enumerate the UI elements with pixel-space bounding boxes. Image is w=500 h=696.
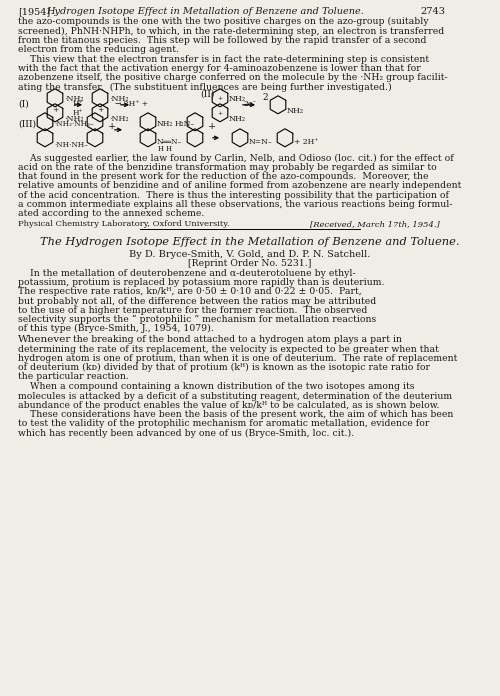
Text: This view that the electron transfer is in fact the rate-determining step is con: This view that the electron transfer is … — [18, 55, 429, 64]
Text: determining the rate of its replacement, the velocity is expected to be greater : determining the rate of its replacement,… — [18, 345, 439, 354]
Text: ·NH₂: ·NH₂ — [109, 115, 128, 122]
Text: electron from the reducing agent.: electron from the reducing agent. — [18, 45, 179, 54]
Text: As suggested earlier, the law found by Carlin, Nelb, and Odioso (loc. cit.) for : As suggested earlier, the law found by C… — [18, 154, 454, 163]
Text: screened), PhNH·NHPh, to which, in the rate-determining step, an electron is tra: screened), PhNH·NHPh, to which, in the r… — [18, 26, 444, 35]
Text: [Reprint Order No. 5231.]: [Reprint Order No. 5231.] — [188, 259, 312, 268]
Text: +: + — [52, 106, 59, 114]
Text: +: + — [217, 111, 222, 116]
Text: of this type (Bryce-Smith, J., 1954, 1079).: of this type (Bryce-Smith, J., 1954, 107… — [18, 324, 214, 333]
Text: to test the validity of the protophilic mechanism for aromatic metallation, evid: to test the validity of the protophilic … — [18, 419, 430, 428]
Text: + 2H⁺: + 2H⁺ — [294, 138, 318, 145]
Text: a common intermediate explains all these observations, the various reactions bei: a common intermediate explains all these… — [18, 200, 452, 209]
Text: +: + — [97, 106, 103, 114]
Text: In the metallation of deuterobenzene and α-deuterotoluene by ethyl-: In the metallation of deuterobenzene and… — [18, 269, 355, 278]
Text: By D. Bryce-Smith, V. Gold, and D. P. N. Satchell.: By D. Bryce-Smith, V. Gold, and D. P. N.… — [130, 250, 370, 259]
Text: 2e⁻: 2e⁻ — [243, 100, 256, 108]
Text: +: + — [217, 96, 222, 101]
Text: selectivity supports the “ protophilic ” mechanism for metallation reactions: selectivity supports the “ protophilic ”… — [18, 315, 376, 324]
Text: molecules is attacked by a deficit of a substituting reagent, determination of t: molecules is attacked by a deficit of a … — [18, 392, 452, 401]
Text: but probably not all, of the difference between the ratios may be attributed: but probably not all, of the difference … — [18, 296, 376, 306]
Text: the breaking of the bond attached to a hydrogen atom plays a part in: the breaking of the bond attached to a h… — [70, 335, 402, 345]
Text: H₂N–: H₂N– — [175, 120, 195, 128]
Text: hydrogen atom is one of protium, than when it is one of deuterium.  The rate of : hydrogen atom is one of protium, than wh… — [18, 354, 458, 363]
Text: relative amounts of benzidine and of aniline formed from azobenzene are nearly i: relative amounts of benzidine and of ani… — [18, 182, 462, 191]
Text: (II): (II) — [200, 90, 214, 99]
Text: The Hydrogen Isotope Effect in the Metallation of Benzene and Toluene.: The Hydrogen Isotope Effect in the Metal… — [40, 237, 460, 247]
Text: NH₂: NH₂ — [229, 115, 246, 122]
Text: potassium, protium is replaced by potassium more rapidly than is deuterium.: potassium, protium is replaced by potass… — [18, 278, 384, 287]
Text: with the fact that the activation energy for 4-aminoazobenzene is lower than tha: with the fact that the activation energy… — [18, 64, 421, 73]
Text: (I): (I) — [18, 100, 29, 109]
Text: These considerations have been the basis of the present work, the aim of which h: These considerations have been the basis… — [18, 410, 454, 419]
Text: of the acid concentration.  There is thus the interesting possibility that the p: of the acid concentration. There is thus… — [18, 191, 449, 200]
Text: [Received, March 17th, 1954.]: [Received, March 17th, 1954.] — [310, 220, 440, 228]
Text: H⁺: H⁺ — [73, 100, 84, 108]
Text: N══N–: N══N– — [157, 138, 182, 145]
Text: from the titanous species.  This step will be followed by the rapid transfer of : from the titanous species. This step wil… — [18, 35, 426, 45]
Text: abundance of the product enables the value of kᴅ/kᴴ to be calculated, as is show: abundance of the product enables the val… — [18, 401, 440, 410]
Text: which has recently been advanced by one of us (Bryce-Smith, loc. cit.).: which has recently been advanced by one … — [18, 429, 354, 438]
Text: the azo-compounds is the one with the two positive charges on the azo-group (sui: the azo-compounds is the one with the tw… — [18, 17, 428, 26]
Text: ating the transfer.  (The substituent influences are being further investigated.: ating the transfer. (The substituent inf… — [18, 83, 392, 92]
Text: (III): (III) — [18, 120, 36, 129]
Text: +: + — [208, 122, 216, 131]
Text: NH₂: NH₂ — [287, 106, 304, 115]
Text: +: + — [108, 122, 116, 131]
Text: H: H — [158, 145, 164, 153]
Text: NH₂: NH₂ — [157, 120, 174, 128]
Text: Physical Chemistry Laboratory, Oxford University.: Physical Chemistry Laboratory, Oxford Un… — [18, 220, 230, 228]
Text: ated according to the annexed scheme.: ated according to the annexed scheme. — [18, 209, 204, 218]
Text: that found in the present work for the reduction of the azo-compounds.  Moreover: that found in the present work for the r… — [18, 172, 428, 181]
Text: When a compound containing a known distribution of the two isotopes among its: When a compound containing a known distr… — [18, 382, 414, 391]
Text: N=N–: N=N– — [249, 138, 273, 145]
Text: → 2H⁺ +: → 2H⁺ + — [115, 100, 148, 108]
Text: to the use of a higher temperature for the former reaction.  The observed: to the use of a higher temperature for t… — [18, 306, 368, 315]
Text: ·NH₂: ·NH₂ — [64, 95, 84, 103]
Text: The respective rate ratios, kᴅ/kᴴ, are 0·50 ± 0·10 and 0·22 ± 0·05.  Part,: The respective rate ratios, kᴅ/kᴴ, are 0… — [18, 287, 362, 296]
Text: 2743: 2743 — [420, 7, 445, 16]
Text: H⁺: H⁺ — [73, 109, 84, 117]
Text: H: H — [166, 145, 172, 153]
Text: NH₂: NH₂ — [229, 95, 246, 103]
Text: ·NH·NH–: ·NH·NH– — [54, 141, 88, 149]
Text: the particular reaction.: the particular reaction. — [18, 372, 129, 381]
Text: ·NH₂: ·NH₂ — [64, 115, 84, 122]
Text: Whenever: Whenever — [18, 335, 72, 345]
Text: azobenzene itself, the positive charge conferred on the molecule by the ·NH₂ gro: azobenzene itself, the positive charge c… — [18, 73, 448, 82]
Text: ·NH₂: ·NH₂ — [109, 95, 128, 103]
Text: ·NH₂·NH₂–: ·NH₂·NH₂– — [54, 120, 94, 128]
Text: 2: 2 — [262, 93, 268, 102]
Text: Hydrogen Isotope Effect in Metallation of Benzene and Toluene.: Hydrogen Isotope Effect in Metallation o… — [46, 7, 364, 16]
Text: acid on the rate of the benzidine transformation may probably be regarded as sim: acid on the rate of the benzidine transf… — [18, 163, 437, 172]
Text: [1954]: [1954] — [18, 7, 50, 16]
Text: of deuterium (kᴅ) divided by that of protium (kᴴ) is known as the isotopic rate : of deuterium (kᴅ) divided by that of pro… — [18, 363, 430, 372]
